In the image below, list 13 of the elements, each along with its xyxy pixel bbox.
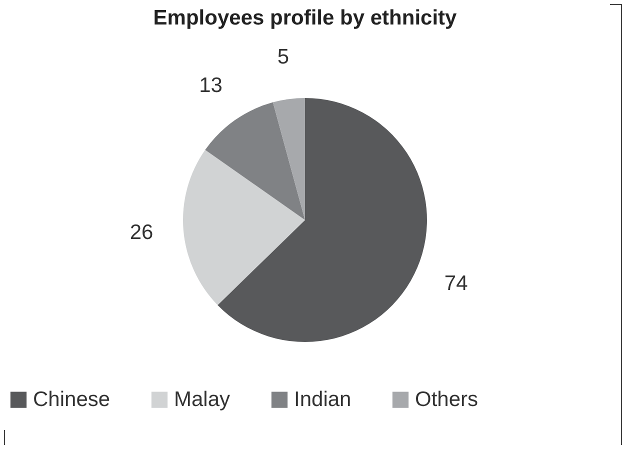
pie-slice xyxy=(183,150,305,306)
chart-title: Employees profile by ethnicity xyxy=(153,6,458,30)
legend-label: Others xyxy=(415,388,478,411)
pie-slice xyxy=(205,102,305,220)
data-label: 74 xyxy=(444,272,468,295)
legend-label: Malay xyxy=(174,388,231,411)
pie-slice xyxy=(218,98,427,342)
legend-label: Indian xyxy=(294,388,352,411)
data-label: 5 xyxy=(277,45,290,68)
pie-slice xyxy=(272,98,305,220)
data-label: 13 xyxy=(199,74,222,97)
legend-label: Chinese xyxy=(33,388,110,411)
data-label: 26 xyxy=(130,221,154,244)
